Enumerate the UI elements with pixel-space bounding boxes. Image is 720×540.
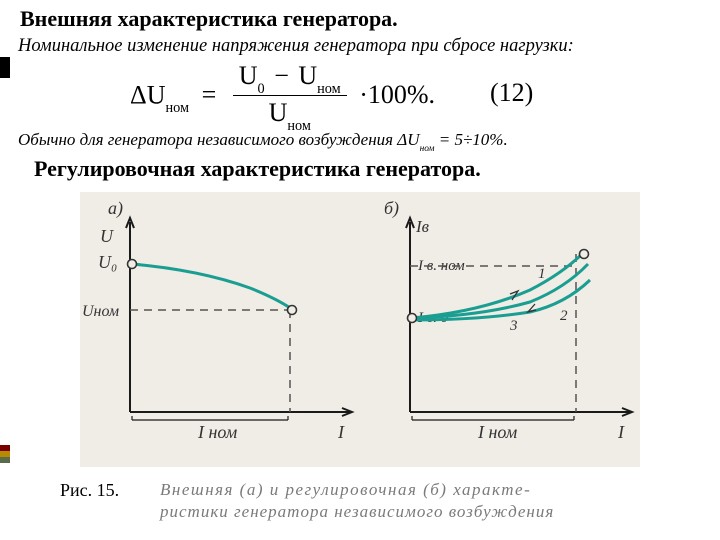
equals-sign: = <box>202 80 217 109</box>
left-marker <box>0 457 10 463</box>
formula-12: ΔUном = U0 − Uном Uном ·100%. <box>130 62 435 133</box>
section-title-1: Внешняя характеристика генератора. <box>20 6 398 32</box>
svg-text:Iв: Iв <box>415 217 430 236</box>
formula-tail: ·100%. <box>359 80 435 109</box>
svg-text:2: 2 <box>560 308 568 324</box>
figure-number: Рис. 15. <box>60 480 119 501</box>
svg-text:I ном: I ном <box>477 422 518 442</box>
subtitle: Номинальное изменение напряжения генерат… <box>18 36 574 57</box>
svg-text:1: 1 <box>538 266 546 282</box>
left-marker <box>0 57 10 78</box>
equation-number: (12) <box>490 78 533 108</box>
svg-text:I ном: I ном <box>197 422 238 442</box>
panel-b-label: б) <box>384 198 399 219</box>
fraction: U0 − Uном Uном <box>233 62 347 133</box>
delta-symbol: Δ <box>130 80 147 109</box>
svg-text:I: I <box>617 422 625 442</box>
svg-text:Uном: Uном <box>82 303 119 320</box>
sub-nom: ном <box>166 100 190 116</box>
figure-caption-line1: Внешняя (а) и регулировочная (б) характе… <box>160 480 531 500</box>
figure-caption-line2: ристики генератора независимого возбужде… <box>160 502 554 522</box>
panel-a-label: а) <box>108 198 123 219</box>
svg-text:U: U <box>100 226 114 246</box>
figure-diagram: а) U U₀ Uном I ном I б) Iв I в. н <box>80 192 640 467</box>
svg-text:U₀: U₀ <box>98 252 117 272</box>
svg-text:I: I <box>337 422 345 442</box>
svg-text:3: 3 <box>509 318 518 334</box>
section-title-2: Регулировочная характеристика генератора… <box>34 156 481 182</box>
note-line: Обычно для генератора независимого возбу… <box>18 130 508 152</box>
u-symbol: U <box>147 80 166 109</box>
